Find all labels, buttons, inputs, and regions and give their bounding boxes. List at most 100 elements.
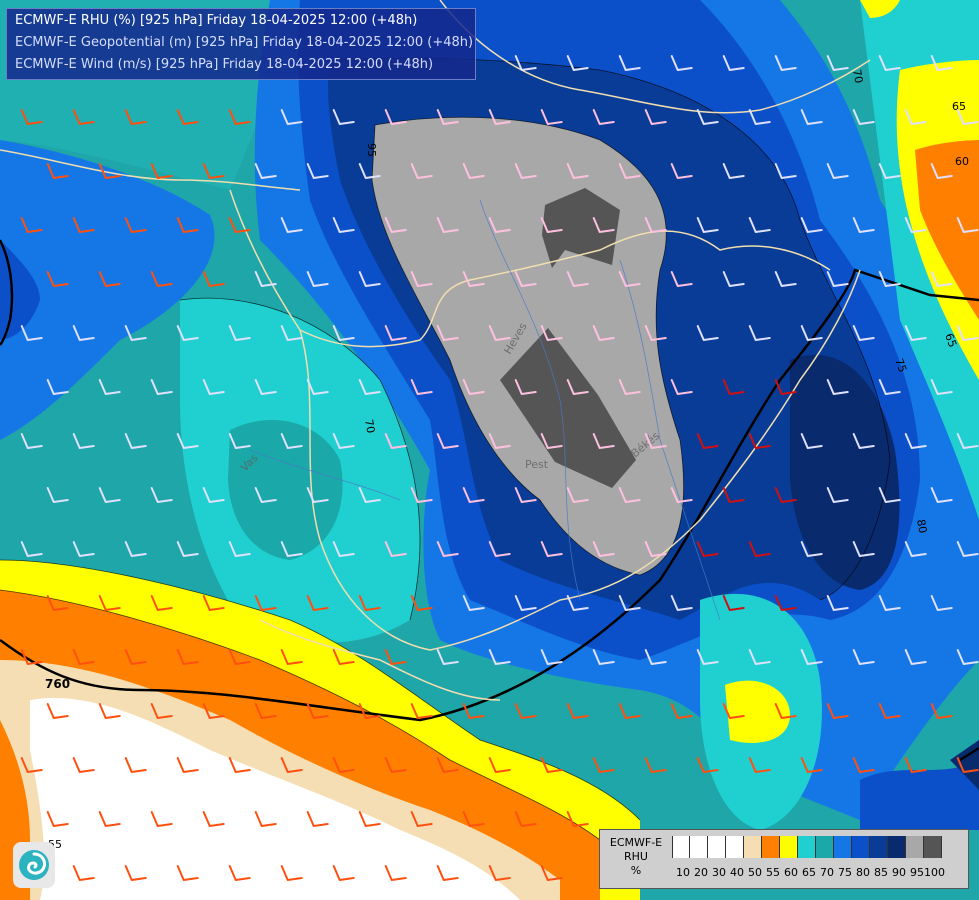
wind-barb xyxy=(98,703,121,719)
wind-barb xyxy=(228,649,251,665)
wind-barb xyxy=(332,865,355,881)
wind-barb xyxy=(878,271,901,287)
rivers xyxy=(249,199,721,621)
wind-barb xyxy=(254,163,277,179)
wind-barb xyxy=(618,379,641,395)
wind-barb xyxy=(488,217,511,233)
legend-swatch xyxy=(762,836,780,858)
wind-barb xyxy=(306,487,329,503)
wind-barb xyxy=(540,757,563,773)
legend-tick: 95 xyxy=(910,866,924,879)
wind-barb xyxy=(254,487,277,503)
wind-barb xyxy=(800,541,823,557)
wind-barb xyxy=(280,109,303,125)
wind-barb xyxy=(176,757,199,773)
wind-barb xyxy=(878,703,901,719)
wind-barb xyxy=(644,325,667,341)
wind-barb xyxy=(618,703,641,719)
wind-barb xyxy=(774,55,797,71)
legend-swatch xyxy=(852,836,870,858)
wind-barb xyxy=(956,325,979,341)
wind-barb xyxy=(410,271,433,287)
wind-barb xyxy=(904,757,927,773)
wind-barb xyxy=(410,163,433,179)
wind-barb xyxy=(176,109,199,125)
wind-barb xyxy=(930,271,953,287)
wind-barb xyxy=(540,865,563,881)
wind-barb xyxy=(566,379,589,395)
wind-barb xyxy=(124,541,147,557)
wind-barb xyxy=(410,811,433,827)
wind-barb xyxy=(150,271,173,287)
wind-barb xyxy=(176,217,199,233)
wind-barb xyxy=(176,541,199,557)
wind-barb xyxy=(618,271,641,287)
wind-barb xyxy=(618,487,641,503)
wind-barb xyxy=(72,865,95,881)
legend-tick: 85 xyxy=(874,866,888,879)
legend-tick: 30 xyxy=(712,866,726,879)
wind-barb xyxy=(46,811,69,827)
country-borders xyxy=(0,0,871,701)
wind-barb xyxy=(800,757,823,773)
wind-barb xyxy=(566,595,589,611)
wind-barb xyxy=(124,757,147,773)
wind-barb xyxy=(696,541,719,557)
wind-barb xyxy=(592,217,615,233)
wind-barb xyxy=(358,271,381,287)
wind-barb xyxy=(280,865,303,881)
wind-barb xyxy=(436,757,459,773)
wind-barb xyxy=(774,271,797,287)
wind-barb xyxy=(410,379,433,395)
wind-barb xyxy=(696,757,719,773)
legend-color-bar xyxy=(672,836,942,858)
legend-swatch xyxy=(672,836,690,858)
wind-barb xyxy=(202,271,225,287)
legend-swatch xyxy=(798,836,816,858)
wind-barb xyxy=(254,379,277,395)
wind-barb xyxy=(670,55,693,71)
wind-barb xyxy=(930,595,953,611)
legend-swatch xyxy=(924,836,942,858)
legend-tick: 20 xyxy=(694,866,708,879)
wind-barb xyxy=(462,379,485,395)
wind-barb xyxy=(332,649,355,665)
wind-barb xyxy=(358,811,381,827)
wind-barb xyxy=(358,703,381,719)
legend-tick: 40 xyxy=(730,866,744,879)
wind-barb xyxy=(592,325,615,341)
wind-barb xyxy=(670,271,693,287)
wind-barb xyxy=(332,757,355,773)
wind-barb xyxy=(254,595,277,611)
wind-barb xyxy=(566,271,589,287)
rh-100-north xyxy=(542,188,620,268)
wind-barb xyxy=(774,487,797,503)
wind-barb xyxy=(98,595,121,611)
wind-barb xyxy=(228,757,251,773)
wind-barb xyxy=(150,703,173,719)
wind-barb xyxy=(878,379,901,395)
wind-barb xyxy=(514,703,537,719)
wind-barb xyxy=(592,433,615,449)
wind-barb xyxy=(280,649,303,665)
wind-barb xyxy=(462,595,485,611)
wind-barb xyxy=(72,433,95,449)
wind-barb xyxy=(826,595,849,611)
wind-barb xyxy=(462,811,485,827)
contour-label: 65 xyxy=(952,100,966,113)
wind-barb xyxy=(826,163,849,179)
wind-barb xyxy=(436,109,459,125)
legend-tick: 80 xyxy=(856,866,870,879)
wind-barb xyxy=(228,325,251,341)
wind-barb xyxy=(46,163,69,179)
wind-barb xyxy=(358,163,381,179)
wind-barb xyxy=(878,595,901,611)
wind-barb xyxy=(930,163,953,179)
wind-barb xyxy=(800,109,823,125)
wind-barb xyxy=(722,595,745,611)
wind-barb xyxy=(332,541,355,557)
wind-barb xyxy=(72,325,95,341)
wind-barb xyxy=(124,109,147,125)
swirl-logo-icon xyxy=(19,850,49,880)
